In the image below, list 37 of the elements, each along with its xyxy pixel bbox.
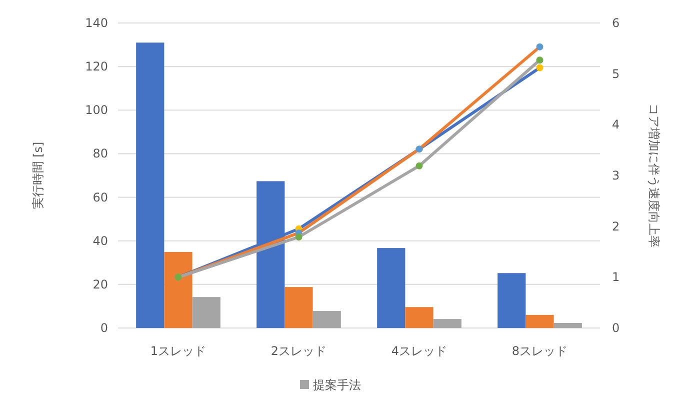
- legend-label: 提案手法: [313, 378, 361, 392]
- y-tick-label: 0: [100, 321, 108, 335]
- x-tick-label: 2スレッド: [270, 344, 327, 358]
- bar: [284, 287, 313, 328]
- bar: [554, 322, 582, 328]
- point: [416, 162, 423, 170]
- point: [536, 64, 544, 72]
- y-tick-label: 120: [85, 60, 108, 74]
- y-tick-label: 140: [85, 16, 108, 30]
- y-axis-title: 実行時間 [s]: [31, 142, 45, 210]
- point: [536, 43, 544, 50]
- y2-tick-label: 1: [612, 270, 620, 284]
- y2-axis-title: コア増加に伴う速度向上率: [647, 104, 661, 248]
- y-tick-label: 20: [92, 277, 108, 292]
- y-tick-label: 80: [92, 146, 108, 161]
- x-tick-label: 8スレッド: [512, 344, 568, 358]
- x-tick-label: 4スレッド: [391, 344, 448, 358]
- point: [295, 234, 302, 241]
- y2-tick-label: 0: [612, 321, 620, 335]
- y-tick-label: 40: [92, 234, 108, 248]
- bar: [405, 307, 434, 328]
- y2-tick-label: 6: [612, 16, 620, 30]
- y2-tick-label: 5: [612, 66, 620, 81]
- y2-tick-label: 3: [612, 168, 620, 182]
- y2-tick-label: 4: [612, 118, 620, 132]
- y-tick-label: 60: [92, 190, 108, 204]
- bar: [377, 248, 406, 328]
- x-tick-label: 1スレッド: [150, 344, 206, 358]
- y-tick-label: 100: [85, 103, 108, 118]
- bar: [192, 297, 220, 328]
- bar: [526, 314, 554, 328]
- bar: [433, 319, 462, 328]
- y2-tick-label: 2: [612, 219, 620, 234]
- bar: [136, 42, 164, 328]
- bar: [498, 273, 526, 328]
- point: [536, 56, 544, 64]
- bar: [312, 311, 341, 328]
